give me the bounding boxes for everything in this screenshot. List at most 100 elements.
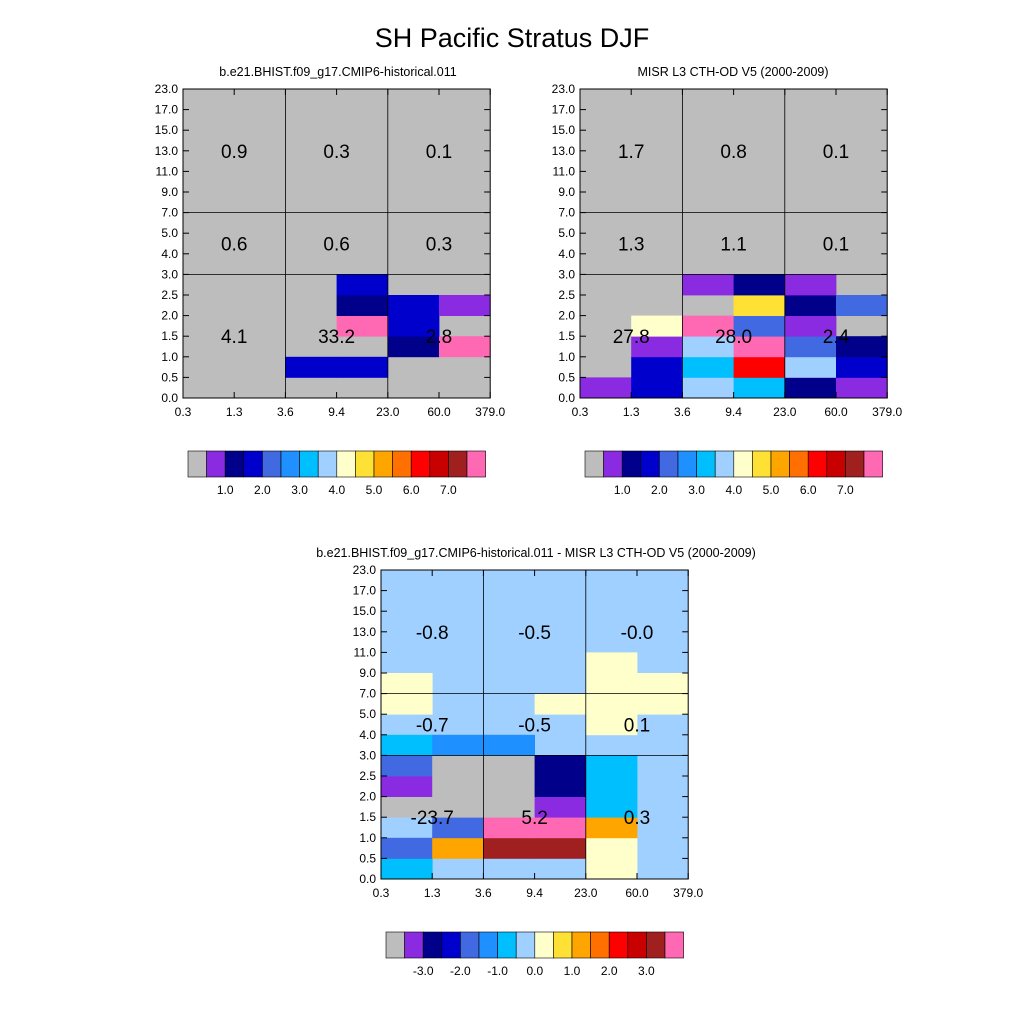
x-tick-label: 60.0 [625, 886, 649, 900]
y-tick-label: 2.5 [359, 769, 376, 783]
y-tick-label: 0.5 [359, 851, 376, 865]
colorbar-label: 2.0 [651, 483, 668, 497]
colorbar-swatch [845, 450, 865, 478]
y-tick-label: 15.0 [552, 123, 576, 137]
x-tick-label: 60.0 [824, 405, 848, 419]
colorbar-swatch [696, 450, 716, 478]
histogram-cell [733, 315, 786, 337]
histogram-cell [784, 377, 837, 399]
panel-title: b.e21.BHIST.f09_g17.CMIP6-historical.011 [219, 65, 456, 79]
colorbar-label: -3.0 [413, 964, 434, 978]
histogram-cell [534, 796, 587, 818]
histogram-cell [439, 336, 491, 358]
x-tick-label: 9.4 [328, 405, 345, 419]
histogram-cell [585, 652, 638, 674]
histogram-cell [733, 336, 786, 358]
y-tick-label: 5.0 [161, 226, 178, 240]
colorbar-label: 2.0 [254, 483, 271, 497]
y-tick-label: 2.0 [359, 790, 376, 804]
colorbar-swatch [677, 450, 697, 478]
histogram-cell [585, 776, 638, 797]
x-tick-label: 9.4 [725, 405, 742, 419]
y-tick-label: 0.0 [161, 391, 178, 405]
histogram-cell [585, 796, 638, 818]
y-tick-label: 23.0 [353, 563, 377, 577]
x-tick-label: 60.0 [427, 405, 451, 419]
colorbar-swatch [336, 450, 356, 478]
colorbar-swatch [789, 450, 809, 478]
histogram-cell [483, 837, 535, 859]
colorbar-label: 3.0 [291, 483, 308, 497]
summary-value: 1.7 [618, 142, 644, 163]
x-tick-label: 3.6 [277, 405, 294, 419]
summary-value: -0.0 [621, 623, 654, 644]
summary-value: 0.9 [221, 142, 247, 163]
histogram-cell [631, 356, 683, 378]
histogram-cell [585, 714, 638, 736]
x-tick-label: 0.3 [175, 405, 192, 419]
summary-value: 2.8 [426, 327, 452, 348]
colorbar-swatch [659, 450, 679, 478]
colorbar-swatch [373, 450, 393, 478]
colorbar-swatch [243, 450, 263, 478]
colorbar-label: -2.0 [450, 964, 471, 978]
histogram-cell [381, 796, 433, 818]
histogram-cell [836, 295, 888, 316]
summary-value: 0.1 [823, 142, 849, 163]
colorbar-label: 6.0 [403, 483, 420, 497]
colorbar-label: 2.0 [601, 964, 618, 978]
histogram-cell [432, 817, 484, 839]
y-tick-label: 3.0 [558, 267, 575, 281]
summary-value: 0.6 [221, 235, 247, 256]
histogram-cell [483, 755, 535, 777]
histogram-cell [336, 295, 389, 316]
y-tick-label: 17.0 [353, 584, 377, 598]
y-tick-label: 23.0 [155, 82, 179, 96]
histogram-cell [381, 776, 433, 797]
colorbar-swatch [752, 450, 772, 478]
summary-value: -0.5 [518, 623, 551, 644]
histogram-cell [585, 693, 638, 715]
x-tick-label: 1.3 [226, 405, 243, 419]
y-tick-label: 0.5 [558, 370, 575, 384]
histogram-cell [784, 315, 837, 337]
y-tick-label: 17.0 [155, 103, 179, 117]
histogram-cell [381, 693, 433, 715]
y-tick-label: 13.0 [155, 144, 179, 158]
colorbar-swatch [299, 450, 319, 478]
colorbar-swatch [466, 450, 486, 478]
y-tick-label: 5.0 [359, 707, 376, 721]
summary-value: 0.1 [624, 716, 650, 737]
y-tick-label: 7.0 [161, 206, 178, 220]
histogram-cell [381, 837, 433, 859]
summary-value: -0.7 [416, 716, 449, 737]
y-tick-label: 0.0 [359, 872, 376, 886]
y-tick-label: 0.5 [161, 370, 178, 384]
histogram-cell [534, 837, 587, 859]
colorbar-swatch [608, 931, 629, 959]
colorbar-swatch [422, 931, 443, 959]
histogram-cell [631, 377, 683, 399]
colorbar-swatch [621, 450, 642, 478]
y-tick-label: 15.0 [353, 604, 377, 618]
colorbar-swatch [206, 450, 226, 478]
colorbar-swatch [571, 931, 591, 959]
histogram-cell [534, 817, 587, 839]
colorbar-swatch [590, 931, 610, 959]
x-tick-label: 3.6 [475, 886, 492, 900]
colorbar-swatch [410, 450, 431, 478]
y-tick-label: 1.0 [161, 350, 178, 364]
histogram-cell [682, 274, 734, 296]
colorbar-swatch [640, 450, 660, 478]
histogram-cell [637, 693, 689, 715]
histogram-cell [381, 734, 433, 756]
panel-model: b.e21.BHIST.f09_g17.CMIP6-historical.011… [155, 65, 506, 497]
colorbar-swatch [441, 931, 461, 959]
y-tick-label: 2.5 [161, 288, 178, 302]
colorbar-label: 5.0 [366, 483, 383, 497]
y-tick-label: 13.0 [353, 625, 377, 639]
main-title: SH Pacific Stratus DJF [375, 23, 650, 53]
histogram-cell [336, 274, 389, 296]
histogram-cell [285, 356, 337, 378]
